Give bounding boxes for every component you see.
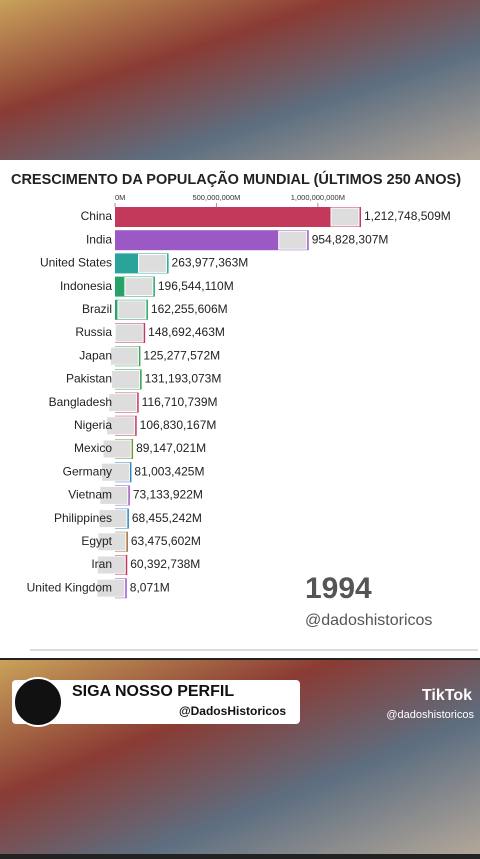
category-label: Mexico <box>74 441 112 455</box>
flag <box>117 300 147 320</box>
category-label: Russia <box>75 325 112 339</box>
watermark: @dadoshistoricos <box>305 612 432 629</box>
app-handle: @dadoshistoricos <box>386 709 474 721</box>
category-label: Japan <box>79 348 112 362</box>
avatar[interactable] <box>13 677 63 727</box>
chart-title: CRESCIMENTO DA POPULAÇÃO MUNDIAL (ÚLTIMO… <box>11 170 461 188</box>
app-name: TikTok <box>422 687 472 704</box>
street-photo-top <box>0 0 480 162</box>
flag <box>98 509 128 529</box>
value-label: 106,830,167M <box>140 418 217 432</box>
value-label: 954,828,307M <box>312 232 389 246</box>
bar <box>115 207 362 227</box>
flag <box>109 346 139 366</box>
flag <box>124 277 154 297</box>
value-label: 196,544,110M <box>158 279 234 293</box>
flag <box>278 230 308 250</box>
category-label: Vietnam <box>68 488 112 502</box>
banner-title: SIGA NOSSO PERFIL <box>72 683 234 700</box>
value-label: 81,003,425M <box>134 464 204 478</box>
category-label: United States <box>40 256 112 270</box>
category-label: Brazil <box>82 302 112 316</box>
value-label: 125,277,572M <box>143 348 220 362</box>
banner[interactable] <box>12 680 300 724</box>
category-label: Nigeria <box>74 418 112 432</box>
value-label: 63,475,602M <box>131 534 201 548</box>
value-label: 1,212,748,509M <box>364 209 451 223</box>
value-label: 263,977,363M <box>172 256 249 270</box>
value-label: 131,193,073M <box>145 372 222 386</box>
category-label: Iran <box>91 557 112 571</box>
bar <box>115 230 309 251</box>
category-label: Bangladesh <box>49 395 112 409</box>
flag <box>100 462 130 482</box>
x-tick-label: 0M <box>115 193 125 202</box>
flag <box>97 532 127 552</box>
flag <box>96 555 126 575</box>
flag <box>96 578 126 598</box>
x-tick-label: 500,000,000M <box>192 193 240 202</box>
value-label: 148,692,463M <box>148 325 225 339</box>
flag <box>111 369 141 389</box>
category-label: Egypt <box>81 534 112 548</box>
category-label: Germany <box>63 464 112 478</box>
category-label: Indonesia <box>60 279 112 293</box>
flag <box>138 253 168 273</box>
value-label: 68,455,242M <box>132 511 202 525</box>
flag <box>102 439 132 459</box>
year: 1994 <box>305 572 372 605</box>
flag <box>99 485 129 505</box>
flag <box>330 207 360 227</box>
category-label: Pakistan <box>66 372 112 386</box>
x-tick-label: 1,000,000,000M <box>291 193 345 202</box>
flag <box>108 393 138 413</box>
category-label: United Kingdom <box>27 580 112 594</box>
value-label: 89,147,021M <box>136 441 206 455</box>
category-label: India <box>86 232 112 246</box>
flag <box>114 323 144 343</box>
value-label: 8,071M <box>130 580 170 594</box>
value-label: 116,710,739M <box>142 395 218 409</box>
value-label: 162,255,606M <box>151 302 228 316</box>
banner-handle: @DadosHistoricos <box>179 704 286 718</box>
flag <box>106 416 136 436</box>
category-label: Philippines <box>54 511 112 525</box>
value-label: 73,133,922M <box>133 488 203 502</box>
category-label: China <box>81 209 113 223</box>
value-label: 60,392,738M <box>130 557 200 571</box>
